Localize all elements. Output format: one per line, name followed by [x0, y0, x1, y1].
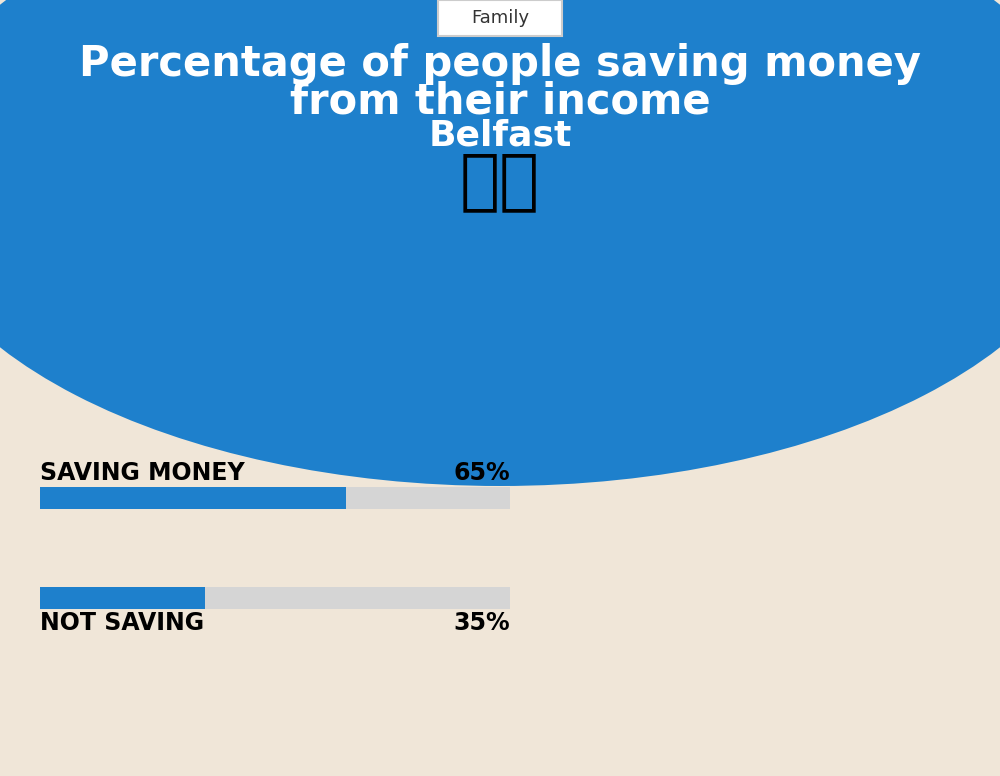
Ellipse shape: [0, 0, 1000, 486]
Text: Belfast: Belfast: [428, 119, 572, 153]
Text: 65%: 65%: [453, 461, 510, 485]
Text: 🇬🇧: 🇬🇧: [460, 148, 540, 214]
Bar: [40, 487, 510, 509]
Text: Percentage of people saving money: Percentage of people saving money: [79, 43, 921, 85]
Bar: [40, 587, 510, 609]
Text: NOT SAVING: NOT SAVING: [40, 611, 204, 635]
Text: Family: Family: [471, 9, 529, 27]
Bar: [40, 487, 346, 509]
Text: from their income: from their income: [290, 81, 710, 123]
FancyBboxPatch shape: [438, 0, 562, 36]
Text: SAVING MONEY: SAVING MONEY: [40, 461, 245, 485]
Text: 35%: 35%: [453, 611, 510, 635]
Bar: [40, 587, 205, 609]
